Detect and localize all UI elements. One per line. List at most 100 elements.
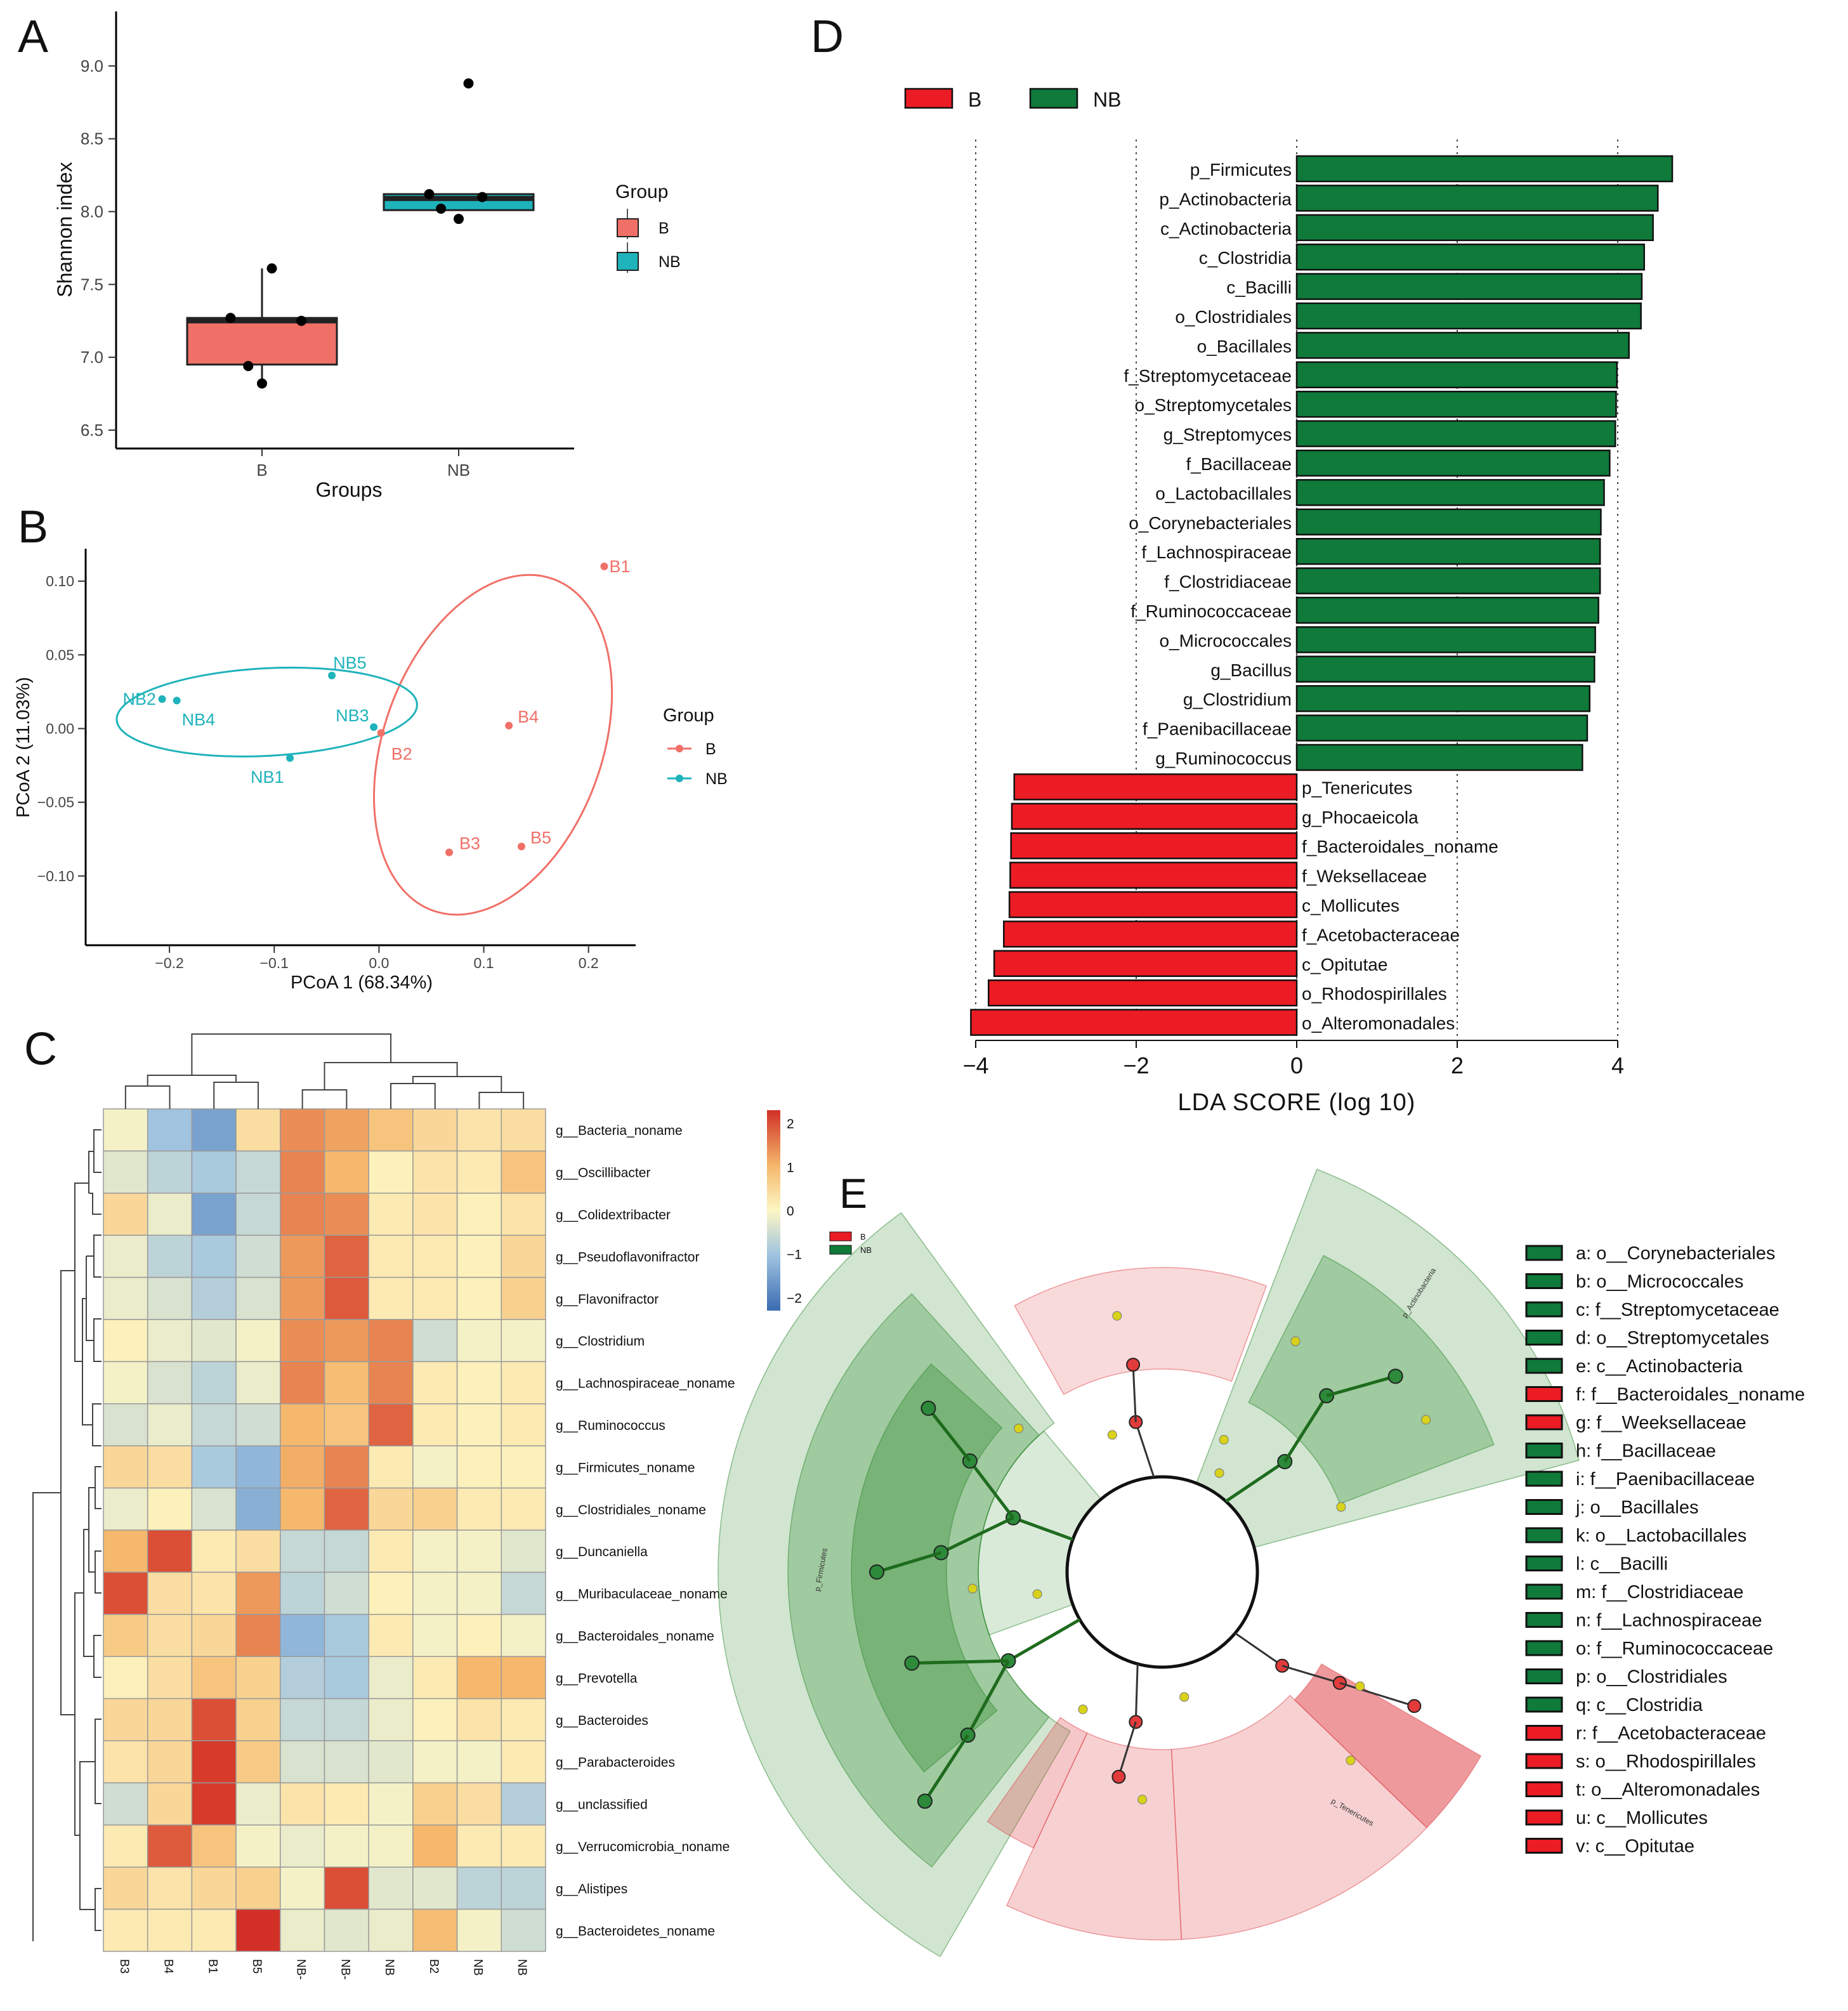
e-sector-rhodospirillales xyxy=(986,1717,1088,1849)
c-cell xyxy=(280,1108,325,1152)
c-cell xyxy=(147,1571,193,1615)
c-cell xyxy=(103,1782,148,1826)
c-cell xyxy=(368,1740,414,1784)
c-row-label: g__Lachnospiraceae_noname xyxy=(556,1377,735,1391)
c-cell xyxy=(412,1319,458,1363)
b-point-B3 xyxy=(445,848,454,856)
panel-d-lda: p_Firmicutes p_Actinobacteria c_Actinobact… xyxy=(904,88,1674,1116)
d-bar-B xyxy=(993,950,1298,978)
c-cell xyxy=(412,1698,458,1741)
d-bar-label: f_Bacteroidales_noname xyxy=(1302,837,1498,856)
c-cell xyxy=(235,1361,281,1405)
d-bar-B xyxy=(970,1009,1298,1036)
e-leaf-node xyxy=(1219,1435,1229,1445)
d-bar-label: f_Lachnospiraceae xyxy=(1141,542,1292,562)
a-point-NB xyxy=(477,192,488,202)
c-cell xyxy=(368,1866,414,1910)
c-cell xyxy=(235,1866,281,1910)
b-point-label: B5 xyxy=(530,828,551,847)
b-point-B5 xyxy=(517,842,525,851)
c-cell xyxy=(191,1193,237,1236)
c-cell xyxy=(324,1908,369,1952)
c-cell xyxy=(412,1108,458,1152)
c-cell xyxy=(501,1530,546,1573)
c-cell xyxy=(191,1866,237,1910)
e-legend-key-NB xyxy=(1525,1527,1563,1543)
e-sector-actinomycetales xyxy=(1248,1255,1495,1505)
d-bar-NB xyxy=(1295,185,1659,212)
c-cell xyxy=(324,1319,369,1363)
c-cell xyxy=(368,1571,414,1615)
c-cell xyxy=(368,1487,414,1531)
c-cell xyxy=(412,1614,458,1657)
c-cell xyxy=(456,1403,502,1446)
e-branch xyxy=(1007,1618,1081,1663)
e-branch xyxy=(1326,1375,1396,1398)
e-legend-key-B xyxy=(1525,1386,1563,1402)
e-legend-label: u: c__Mollicutes xyxy=(1576,1808,1708,1828)
c-cell xyxy=(191,1824,237,1868)
c-cell xyxy=(456,1614,502,1657)
e-leaf-node xyxy=(1112,1311,1122,1321)
e-node xyxy=(921,1400,936,1416)
a-point-B xyxy=(266,263,277,274)
d-bar-NB xyxy=(1295,655,1596,683)
e-branch xyxy=(1117,1721,1137,1778)
a-ytick-label: 8.5 xyxy=(81,129,103,148)
c-cell xyxy=(191,1656,237,1700)
c-cell xyxy=(147,1614,193,1657)
c-cell xyxy=(368,1782,414,1826)
d-bar-label: f_Acetobacteraceae xyxy=(1302,925,1460,945)
d-bar-label: f_Ruminococcaceae xyxy=(1130,601,1292,621)
c-cell xyxy=(368,1403,414,1446)
c-row-label: g__Firmicutes_noname xyxy=(556,1460,695,1475)
c-cell xyxy=(235,1108,281,1152)
d-xtick-label: −4 xyxy=(962,1052,988,1078)
c-row-label: g__Bacteroides xyxy=(556,1713,648,1728)
e-node xyxy=(904,1655,920,1671)
b-point-label: NB1 xyxy=(251,768,284,787)
e-legend-key-NB xyxy=(1525,1696,1563,1713)
a-box-B xyxy=(186,317,338,366)
c-row-label: g__Verrucomicrobia_noname xyxy=(556,1840,730,1854)
c-row-label: g__Bacteria_noname xyxy=(556,1123,683,1138)
e-legend-label: m: f__Clostridiaceae xyxy=(1576,1582,1743,1602)
e-leaf-node xyxy=(1346,1755,1356,1765)
e-leaf-node xyxy=(1214,1468,1224,1478)
c-cell xyxy=(324,1571,369,1615)
d-bar-NB xyxy=(1295,714,1589,742)
e-legend-key-B xyxy=(1525,1753,1563,1769)
panel-a-boxplot: 6.5 7.0 7.5 8.0 8.5 9.0 B NB Groups Shannon index… xyxy=(53,11,681,501)
c-colorbar-label: 0 xyxy=(787,1204,794,1219)
e-legend-label: f: f__Bacteroidales_noname xyxy=(1576,1385,1805,1405)
c-colorbar-label: 2 xyxy=(787,1117,794,1132)
d-bar-NB xyxy=(1295,508,1602,536)
c-cell xyxy=(412,1487,458,1531)
c-cell xyxy=(368,1530,414,1573)
e-legend-label: s: o__Rhodospirillales xyxy=(1576,1752,1756,1772)
b-legend-title: Group xyxy=(663,705,714,726)
c-cell xyxy=(456,1866,502,1910)
c-cell xyxy=(456,1276,502,1320)
c-cell xyxy=(368,1908,414,1952)
c-cell xyxy=(501,1403,546,1446)
c-cell xyxy=(280,1698,325,1741)
c-cell xyxy=(103,1108,148,1152)
c-cell xyxy=(324,1614,369,1657)
c-cell xyxy=(368,1445,414,1489)
c-row-label: g__Alistipes xyxy=(556,1882,627,1896)
c-cell xyxy=(412,1276,458,1320)
c-row-label: g__Clostridium xyxy=(556,1334,645,1349)
b-ytick-label: −0.05 xyxy=(37,794,74,811)
c-colorbar-label: −1 xyxy=(787,1248,802,1262)
d-bar-label: c_Mollicutes xyxy=(1302,896,1399,915)
e-branch xyxy=(1134,1422,1155,1478)
d-bar-label: f_Bacillaceae xyxy=(1186,454,1292,474)
c-row-label: g__Oscillibacter xyxy=(556,1166,650,1181)
c-cell xyxy=(191,1487,237,1531)
c-cell xyxy=(103,1150,148,1194)
c-cell xyxy=(280,1866,325,1910)
b-xtick-label: 0.1 xyxy=(474,955,494,971)
e-leaf-node xyxy=(1179,1692,1189,1702)
c-row-label: g__Flavonifractor xyxy=(556,1292,659,1307)
